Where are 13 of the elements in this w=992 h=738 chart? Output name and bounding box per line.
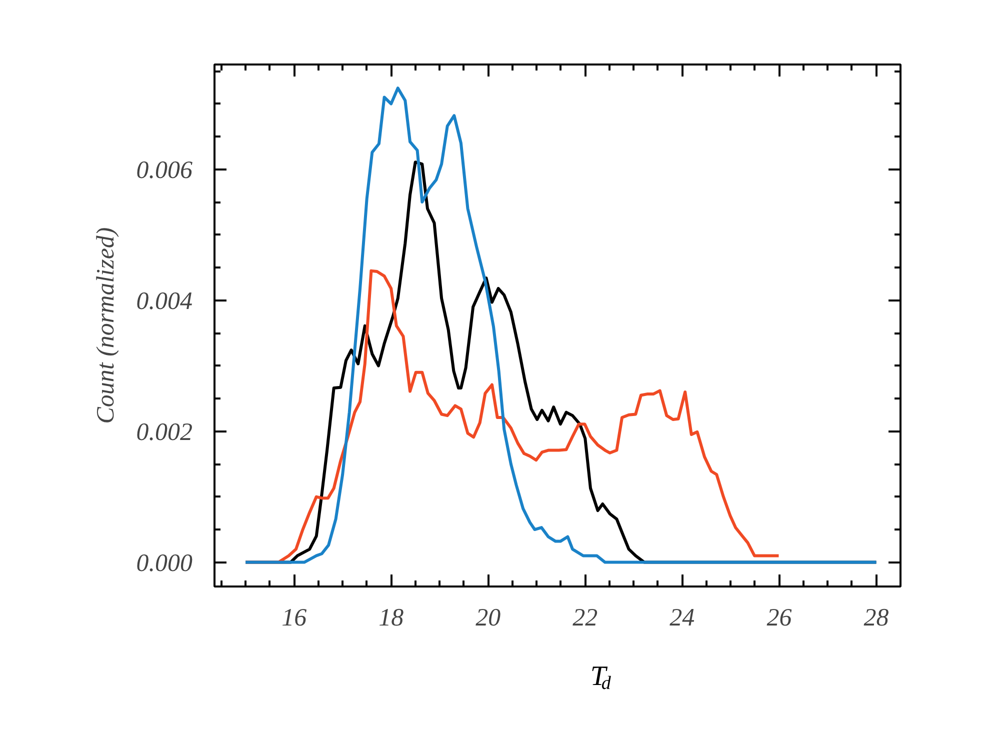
y-tick-label: 0.002 xyxy=(136,418,192,446)
x-tick-label: 24 xyxy=(670,604,695,632)
x-tick-label: 18 xyxy=(378,604,404,632)
y-axis-title: Count (normalized) xyxy=(92,227,120,424)
y-tick-label: 0.004 xyxy=(136,288,192,315)
x-tick-label: 16 xyxy=(282,604,308,632)
x-tick-label: 22 xyxy=(572,604,598,632)
y-tick-label: 0.006 xyxy=(136,156,193,184)
y-tick-label: 0.000 xyxy=(136,550,193,577)
line-series xyxy=(244,86,878,564)
x-tick-label: 26 xyxy=(766,604,792,632)
x-tick-label: 28 xyxy=(864,604,890,632)
x-tick-label: 20 xyxy=(476,604,502,632)
